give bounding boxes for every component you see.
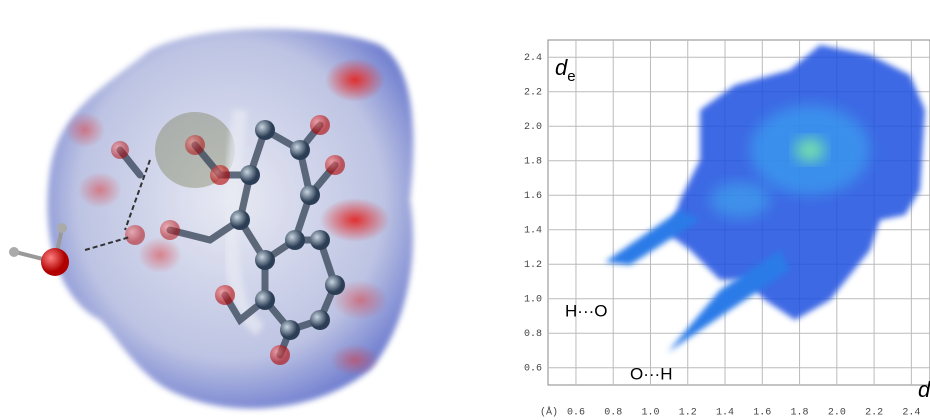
y-tick-label: 2.2	[524, 87, 542, 98]
y-axis-subscript: e	[567, 68, 575, 85]
x-axis-label: d	[918, 377, 930, 402]
y-tick-label: 0.6	[524, 363, 542, 374]
x-tick-label: 0.8	[604, 408, 622, 419]
y-tick-label: 2.0	[524, 122, 542, 133]
y-tick-label: 2.4	[524, 53, 542, 64]
x-tick-label: 2.4	[902, 408, 920, 419]
y-tick-label: 1.8	[524, 156, 542, 167]
x-tick-label: 1.4	[716, 408, 734, 419]
x-tick-label: 1.2	[679, 408, 697, 419]
x-tick-label: 1.8	[791, 408, 809, 419]
x-unit: (Å)	[540, 406, 558, 419]
fingerprint-plot: 0.6 0.8 1.0 1.2 1.4 1.6 1.8 2.0 2.2 2.4 0.6 0.8 1.0 1…	[524, 39, 930, 419]
y-axis-label: de	[555, 55, 576, 85]
x-tick-label: 1.0	[641, 408, 659, 419]
y-tick-label: 1.0	[524, 294, 542, 305]
y-tick-label: 1.6	[524, 191, 542, 202]
x-tick-label: 2.0	[828, 408, 846, 419]
y-tick-label: 1.4	[524, 225, 542, 236]
y-tick-label: 1.2	[524, 260, 542, 271]
x-tick-label: 2.2	[865, 408, 883, 419]
y-tick-label: 0.8	[524, 329, 542, 340]
point-cloud	[605, 45, 925, 352]
axes: 0.6 0.8 1.0 1.2 1.4 1.6 1.8 2.0 2.2 2.4 0.6 0.8 1.0 1…	[524, 53, 920, 419]
annotation: O···H	[630, 364, 672, 383]
x-tick-label: 1.6	[753, 408, 771, 419]
y-axis-symbol: d	[555, 55, 568, 80]
x-tick-label: 0.6	[567, 408, 585, 419]
annotation: H···O	[565, 301, 607, 320]
atoms	[9, 115, 345, 365]
